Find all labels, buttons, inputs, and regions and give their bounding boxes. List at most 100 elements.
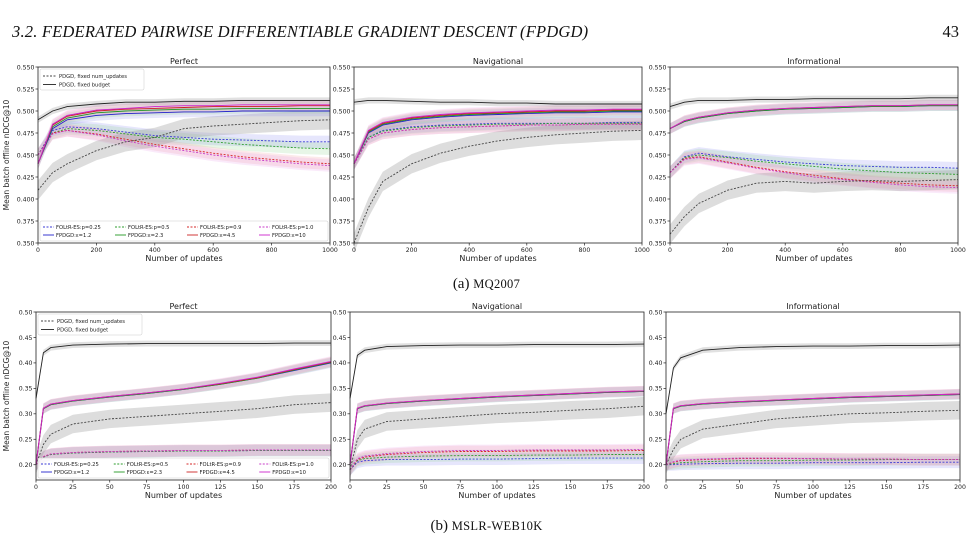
y-tick-label: 0.525 [333,86,351,93]
legend-entry: FPDGD:ε=2.3 [128,233,163,239]
y-tick-label: 0.35 [649,386,663,393]
legend-entry: FPDGD:ε=4.5 [200,470,235,476]
plot-frame [353,66,643,244]
running-header: 3.2. FEDERATED PAIRWISE DIFFERENTIABLE G… [12,22,589,41]
panel-title: Navigational [473,58,523,66]
series-line-fpdgd_12 [353,111,642,164]
band-foltr_09 [670,150,958,192]
y-tick-label: 0.425 [333,174,351,181]
band-foltr_025 [354,116,642,170]
x-tick-label: 50 [736,484,744,491]
panel-perfect: Perfect 0.20 0.25 0.30 0.35 0.40 0.45 0.50 0 25 50… [2,302,337,500]
series-line-foltr_025 [669,152,959,173]
series-line-foltr_10 [353,123,642,165]
y-tick-label: 0.450 [649,152,667,159]
series-line-fpdgd_23 [37,107,330,164]
series-line-foltr_05 [35,450,331,466]
series-line-foltr_025 [37,126,330,156]
series-line-foltr_05 [669,154,959,175]
x-tick-label: 800 [578,247,590,254]
series-line-pdgd_budget [669,97,958,108]
panel-title: Navigational [472,302,522,311]
y-tick-label: 0.40 [19,360,33,367]
caption-b-label: (b) [430,518,452,534]
x-tick-label: 0 [348,484,352,491]
series-line-foltr_10 [349,449,645,471]
series-line-fpdgd_23 [669,105,958,130]
band-fpdgd_10 [350,385,644,470]
panel-navigational: Navigational 0.350 0.375 0.400 0.425 0.450 0.4… [333,58,650,263]
series-line-foltr_025 [666,461,960,466]
caption-a: (a) MQ2007 [0,276,973,293]
legend-entry: PDGD, fixed num_updates [57,319,125,325]
series-line-pdgd_num [349,405,645,470]
band-foltr_09 [350,444,644,476]
y-tick-label: 0.350 [649,240,667,247]
y-tick-label: 0.475 [649,130,667,137]
x-tick-label: 800 [894,247,906,254]
band-fpdgd_45 [38,100,330,170]
panel-title: Informational [786,302,839,311]
band-fpdgd_12 [38,105,330,170]
panel-perfect: Perfect 0.350 0.375 0.400 0.425 0.450 0.475 0.5… [2,58,338,263]
methods-legend: FOLtR-ES:p=0.25 FPDGD:ε=1.2 FOLtR-ES:p=0.5… [37,457,330,479]
x-axis-label: Number of updates [774,491,851,500]
y-tick-label: 0.375 [649,218,667,225]
series-line-fpdgd_10 [349,390,645,465]
x-tick-label: 800 [266,247,278,254]
series-line-foltr_09 [349,450,645,471]
legend-entry: FOLtR-ES:p=1.0 [272,462,313,468]
x-tick-label: 25 [69,484,77,491]
figure-b-mslr-web10k: Perfect 0.20 0.25 0.30 0.35 0.40 0.45 0.50 0 25 50… [2,302,966,500]
series-line-foltr_09 [669,156,959,187]
band-fpdgd_23 [350,386,644,470]
y-tick-label: 0.525 [649,86,667,93]
y-tick-label: 0.20 [333,462,347,469]
band-pdgd_budget [350,341,644,402]
legend-entry: FOLtR-ES:p=0.9 [200,225,241,231]
band-foltr_025 [38,120,330,162]
y-tick-label: 0.500 [333,108,351,115]
x-tick-label: 0 [352,247,356,254]
band-pdgd_num [38,110,330,200]
series-line-pdgd_num [669,179,959,235]
x-tick-label: 25 [383,484,391,491]
y-tick-label: 0.450 [17,152,35,159]
legend-entry: FOLtR-ES:p=0.5 [128,225,169,231]
band-fpdgd_12 [350,386,644,470]
x-tick-label: 50 [106,484,114,491]
x-axis-label: Number of updates [458,491,535,500]
series-line-pdgd_budget [665,344,961,414]
panel-informational: Informational 0.350 0.375 0.400 0.425 0.450 0.… [649,58,966,263]
x-tick-label: 150 [565,484,577,491]
series-line-pdgd_budget [349,343,645,399]
legend-box [37,457,330,479]
series-line-fpdgd_12 [37,110,330,164]
series-line-fpdgd_23 [35,361,332,465]
x-tick-label: 150 [251,484,263,491]
x-tick-label: 1000 [322,247,338,254]
band-foltr_10 [354,118,642,170]
x-tick-label: 100 [178,484,190,491]
legend-box [37,313,143,336]
band-foltr_09 [666,452,960,471]
x-tick-label: 50 [420,484,428,491]
legend-entry: FPDGD:ε=10 [272,233,306,239]
x-tick-label: 125 [528,484,540,491]
legend-entry: FOLtR-ES:p=0.5 [127,462,168,468]
band-fpdgd_10 [670,99,958,134]
y-tick-label: 0.450 [333,152,351,159]
panel-title: Informational [787,58,840,66]
x-tick-label: 200 [954,484,966,491]
x-tick-label: 125 [844,484,856,491]
y-tick-label: 0.35 [333,386,347,393]
series-line-pdgd_budget [353,99,642,105]
y-tick-label: 0.375 [17,218,35,225]
band-pdgd_num [354,120,642,253]
series-line-foltr_10 [669,157,959,189]
y-tick-label: 0.400 [17,196,35,203]
legend-entry: FPDGD:ε=2.3 [127,470,162,476]
panel-informational: Informational 0.20 0.25 0.30 0.35 0.40 0.45 0.5… [649,302,966,500]
series-line-fpdgd_23 [353,110,642,164]
series-line-fpdgd_23 [665,394,961,465]
